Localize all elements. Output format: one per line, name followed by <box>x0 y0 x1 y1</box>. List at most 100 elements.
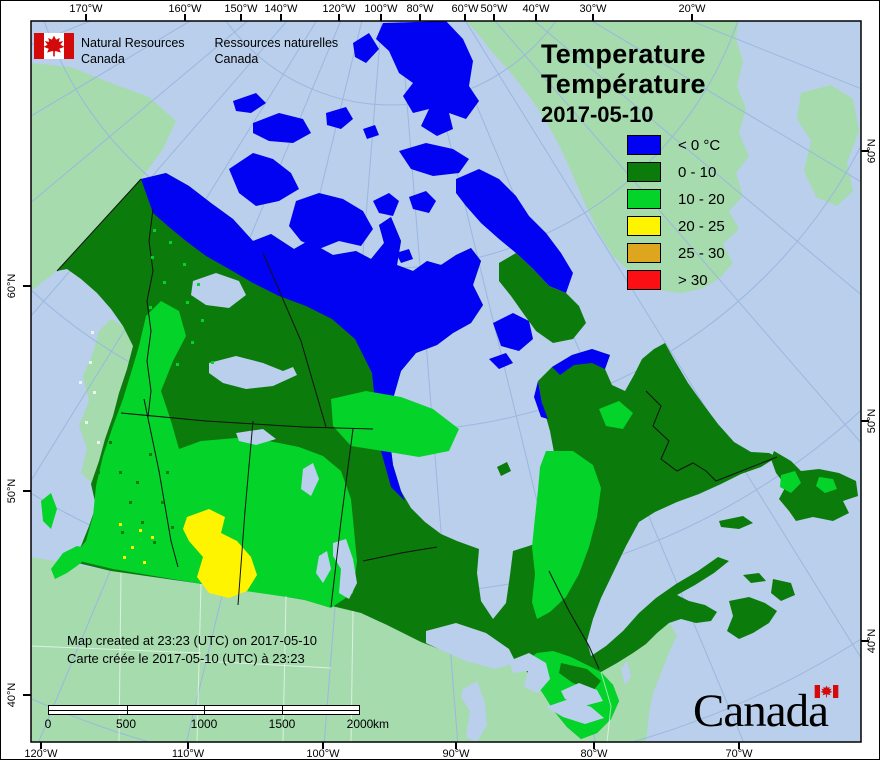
province-borders <box>56 178 778 670</box>
graticule-tick <box>23 285 31 287</box>
graticule-label: 40°N <box>6 682 18 708</box>
speckles-bright <box>149 229 214 366</box>
logo-fr-line2: Canada <box>214 52 259 66</box>
graticule-tick <box>23 490 31 492</box>
baffin-south <box>499 253 586 343</box>
creation-note-en: Map created at 23:23 (UTC) on 2017-05-10 <box>67 633 318 648</box>
graticule-tick <box>280 14 282 21</box>
temperature-legend: < 0 °C 0 - 10 10 - 20 20 - 25 25 - 30 > 30 <box>627 135 725 297</box>
graticule-tick <box>23 694 31 696</box>
legend-label: 25 - 30 <box>678 244 725 262</box>
graticule-label: 160°W <box>168 3 202 15</box>
speckles-snow <box>79 331 100 444</box>
iceland-island <box>797 85 859 206</box>
alaska-panhandle <box>79 319 133 484</box>
legend-item: < 0 °C <box>627 135 725 155</box>
graticule-label: 120°W <box>24 748 58 760</box>
graticule-tick <box>338 14 340 21</box>
graticule-tick <box>493 14 495 21</box>
nrcan-logo: Natural Resources Canada Ressources natu… <box>34 33 338 67</box>
graticule-label: 60°N <box>6 273 18 299</box>
coastal-islands <box>41 451 858 639</box>
lakes <box>191 273 631 742</box>
graticule-tick <box>40 742 42 749</box>
scale-bar-unit: km <box>373 717 389 731</box>
map-title-en: Temperature <box>541 39 706 69</box>
graticule-label: 120°W <box>322 3 356 15</box>
legend-item: > 30 <box>627 270 725 290</box>
scale-bar-tick-label: 500 <box>115 717 137 731</box>
creation-note-fr: Carte créée le 2017-05-10 (UTC) à 23:23 <box>67 651 305 666</box>
graticule-label: 50°N <box>6 478 18 504</box>
graticule-label: 150°W <box>224 3 258 15</box>
graticule-tick <box>322 742 324 749</box>
graticule-tick <box>738 742 740 749</box>
legend-label: 10 - 20 <box>678 190 725 208</box>
graticule-label: 20°W <box>678 3 706 15</box>
graticule-tick <box>861 420 869 422</box>
graticule-tick <box>455 742 457 749</box>
legend-swatch <box>627 135 661 155</box>
graticule-tick <box>85 14 87 21</box>
usa <box>31 557 677 742</box>
legend-swatch <box>627 189 661 209</box>
graticule-tick <box>861 150 869 152</box>
graticule-label: 70°W <box>725 748 753 760</box>
greenland <box>466 21 749 293</box>
arctic-islands <box>229 21 573 369</box>
graticule-tick <box>593 742 595 749</box>
graticule-label: 110°W <box>171 748 205 760</box>
legend-swatch <box>627 243 661 263</box>
graticule-label: 30°W <box>579 3 607 15</box>
graticule-tick <box>592 14 594 21</box>
canada-wordmark: Canada <box>693 685 863 741</box>
legend-label: 0 - 10 <box>678 163 717 181</box>
graticule-tick <box>380 14 382 21</box>
legend-item: 20 - 25 <box>627 216 725 236</box>
nrcan-logo-text-fr: Ressources naturelles Canada <box>215 35 339 67</box>
legend-item: 0 - 10 <box>627 162 725 182</box>
scale-bar-tick-label: 2000 <box>346 717 374 731</box>
scale-bar <box>48 705 360 715</box>
graticule-label: 90°W <box>442 748 470 760</box>
canada-flag-icon <box>34 33 74 59</box>
nrcan-logo-text-en: Natural Resources Canada <box>81 35 185 67</box>
graticule-tick <box>535 14 537 21</box>
graticule-label: 170°W <box>69 3 103 15</box>
legend-item: 10 - 20 <box>627 189 725 209</box>
map-frame <box>30 20 862 743</box>
legend-swatch <box>627 216 661 236</box>
wordmark-text: Canada <box>693 685 829 737</box>
temp-20-25 <box>183 509 257 598</box>
logo-en-line2: Canada <box>81 52 125 66</box>
legend-label: 20 - 25 <box>678 217 725 235</box>
alaska <box>31 63 176 291</box>
map-date: 2017-05-10 <box>541 102 654 127</box>
graticule-tick <box>691 14 693 21</box>
legend-label: > 30 <box>678 271 708 289</box>
graticule-label: 60°N <box>866 138 878 164</box>
graticule-label: 100°W <box>306 748 340 760</box>
legend-item: 25 - 30 <box>627 243 725 263</box>
graticule-label: 40°N <box>866 628 878 654</box>
us-state-lines <box>31 572 612 742</box>
map-title-block: Temperature Température 2017-05-10 <box>541 39 706 129</box>
graticule-label: 80°W <box>580 748 608 760</box>
graticule-label: 100°W <box>364 3 398 15</box>
logo-fr-line1: Ressources naturelles <box>214 36 339 50</box>
graticule-label: 50°W <box>480 3 508 15</box>
graticule-tick <box>419 14 421 21</box>
temp-10-20 <box>71 301 633 739</box>
graticule-tick <box>861 640 869 642</box>
graticule-tick <box>184 14 186 21</box>
legend-swatch <box>627 270 661 290</box>
creation-note: Map created at 23:23 (UTC) on 2017-05-10… <box>67 632 317 668</box>
legend-swatch <box>627 162 661 182</box>
logo-en-line1: Natural Resources <box>81 36 185 50</box>
graticule-label: 50°N <box>866 408 878 434</box>
canada-flag-icon <box>814 685 839 698</box>
canada-mainland <box>57 173 777 739</box>
sont-dark-spot <box>559 663 601 691</box>
